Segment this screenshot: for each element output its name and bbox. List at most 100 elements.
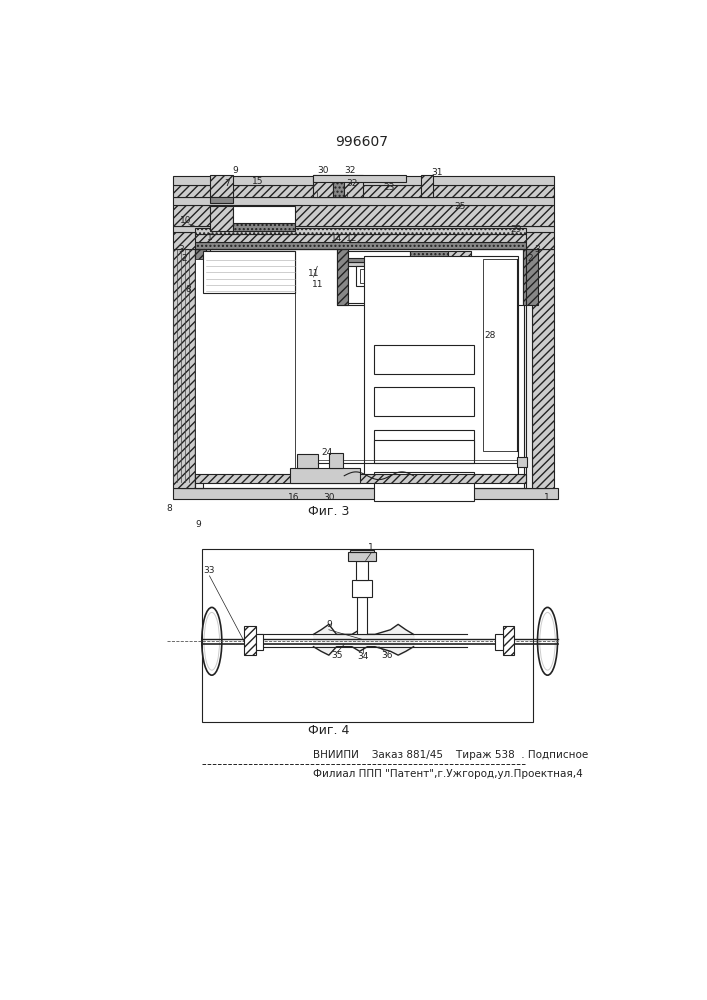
Bar [364, 256, 518, 476]
Bar [291, 468, 360, 483]
Text: 1: 1 [544, 493, 549, 502]
Bar [233, 223, 295, 231]
Bar [344, 175, 363, 197]
Bar [173, 185, 554, 197]
Bar [523, 249, 538, 305]
Bar [181, 482, 549, 488]
Bar [195, 259, 295, 482]
Bar [195, 234, 526, 242]
Bar [348, 262, 409, 266]
Bar [532, 249, 554, 488]
Text: 24: 24 [321, 448, 332, 457]
Bar [373, 345, 474, 374]
Text: 7: 7 [224, 179, 230, 188]
Text: 30: 30 [317, 166, 329, 175]
Bar [195, 242, 526, 249]
Text: 11: 11 [312, 280, 323, 289]
Text: 3: 3 [178, 245, 184, 254]
Bar [518, 457, 527, 466]
Bar [210, 206, 233, 231]
Bar [348, 552, 376, 561]
Text: 8: 8 [186, 285, 192, 294]
Text: Фиг. 3: Фиг. 3 [308, 505, 349, 518]
Text: 996607: 996607 [335, 135, 388, 149]
Bar [352, 580, 372, 597]
Text: 10: 10 [180, 216, 192, 225]
Bar [421, 175, 433, 197]
Bar [357, 597, 366, 634]
Bar [203, 251, 295, 293]
Bar [256, 634, 264, 650]
Bar [173, 205, 554, 226]
Bar [173, 176, 554, 185]
Bar [333, 175, 344, 197]
Ellipse shape [540, 612, 555, 670]
Bar [313, 175, 406, 182]
Bar [195, 249, 526, 488]
Text: 3: 3 [534, 245, 539, 254]
Text: 9: 9 [326, 620, 332, 629]
Bar [210, 197, 233, 203]
Bar [329, 453, 343, 468]
Bar [348, 251, 409, 303]
Bar [173, 232, 554, 249]
Bar [173, 249, 195, 488]
Bar [448, 265, 472, 303]
Text: 32: 32 [344, 166, 356, 175]
Text: 28: 28 [485, 331, 496, 340]
Bar [313, 175, 333, 197]
Text: Филиал ППП "Патент",г.Ужгород,ул.Проектная,4: Филиал ППП "Патент",г.Ужгород,ул.Проектн… [313, 769, 583, 779]
Text: 36: 36 [381, 651, 392, 660]
Text: 11: 11 [308, 269, 319, 278]
Bar [195, 474, 526, 483]
Bar [348, 258, 409, 262]
Circle shape [300, 463, 302, 465]
Ellipse shape [537, 607, 558, 675]
Bar [495, 634, 503, 650]
Bar [195, 288, 203, 488]
Bar [206, 249, 210, 305]
Text: 14: 14 [331, 234, 342, 243]
Bar [210, 175, 233, 197]
Bar [360, 269, 398, 283]
Text: 9: 9 [232, 166, 238, 175]
Bar [448, 251, 472, 265]
Bar [201, 549, 533, 722]
Text: 25: 25 [454, 202, 465, 211]
Bar [233, 206, 295, 223]
Text: 2: 2 [527, 254, 533, 263]
Bar [373, 472, 474, 501]
Bar [525, 288, 532, 488]
Bar [244, 626, 256, 655]
Bar [296, 454, 318, 468]
Text: 1: 1 [368, 543, 374, 552]
Bar [337, 249, 523, 305]
Bar [173, 488, 559, 499]
Bar [373, 440, 474, 463]
Text: 2: 2 [181, 254, 187, 263]
Text: 33: 33 [204, 566, 215, 575]
Text: 12: 12 [346, 234, 358, 243]
Bar [483, 259, 518, 451]
Text: 30: 30 [323, 493, 334, 502]
Text: 8: 8 [167, 504, 173, 513]
Bar [351, 550, 373, 552]
Text: 16: 16 [288, 493, 299, 502]
Text: 31: 31 [431, 168, 443, 177]
Ellipse shape [201, 607, 222, 675]
Text: 15: 15 [252, 177, 263, 186]
Ellipse shape [204, 612, 219, 670]
Bar [373, 387, 474, 416]
Text: 23: 23 [383, 183, 395, 192]
Text: 9: 9 [195, 520, 201, 529]
Bar [356, 561, 368, 580]
Bar [173, 197, 554, 205]
Text: 34: 34 [357, 652, 368, 661]
Text: 32: 32 [346, 179, 358, 188]
Text: ВНИИПИ    Заказ 881/45    Тираж 538  . Подписное: ВНИИПИ Заказ 881/45 Тираж 538 . Подписно… [313, 750, 589, 760]
Bar [203, 251, 295, 293]
Bar [356, 266, 402, 286]
Bar [195, 249, 206, 305]
Text: Фиг. 4: Фиг. 4 [308, 724, 349, 737]
Bar [373, 430, 474, 459]
